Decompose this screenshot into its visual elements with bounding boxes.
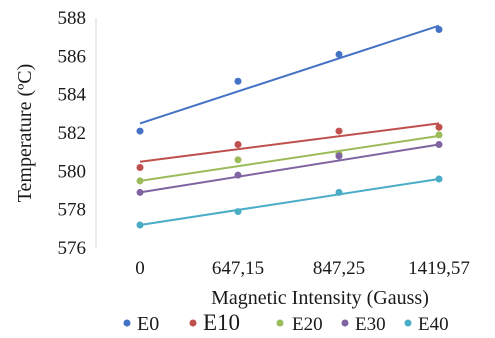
legend: E0 E10 E20 E30 E40	[123, 310, 449, 335]
point-e10	[435, 123, 443, 131]
legend-marker	[189, 319, 197, 327]
y-tick-label: 576	[58, 238, 87, 259]
point-e0	[136, 127, 144, 135]
x-tick-label: 1419,57	[408, 258, 470, 279]
point-e20	[435, 131, 443, 139]
point-e30	[335, 152, 343, 160]
trendline-e0	[139, 24, 440, 125]
y-tick-label: 584	[58, 85, 87, 106]
point-e30	[435, 141, 443, 148]
point-e0	[335, 50, 343, 58]
legend-label: E40	[418, 314, 449, 335]
legend-item-e40: E40	[404, 314, 449, 335]
legend-item-e20: E20	[276, 314, 323, 335]
y-tick-label: 588	[58, 8, 87, 29]
y-tick-label: 586	[58, 46, 87, 67]
point-e10	[335, 127, 343, 135]
legend-item-e30: E30	[341, 314, 386, 335]
legend-marker	[276, 319, 284, 327]
point-e30	[234, 171, 242, 179]
legend-label: E30	[355, 314, 386, 335]
x-tick-labels: 0 647,15 847,25 1419,57	[135, 258, 470, 279]
trendline-e20	[139, 134, 440, 182]
y-axis-title: Temperature (ºC)	[14, 64, 36, 203]
point-e40	[335, 188, 343, 196]
legend-marker	[341, 319, 349, 327]
x-tick-label: 847,25	[313, 258, 365, 279]
point-e10	[136, 164, 144, 171]
x-tick-label: 0	[135, 258, 145, 279]
legend-label: E0	[137, 313, 159, 335]
point-e40	[234, 208, 242, 216]
point-e20	[234, 156, 242, 164]
y-tick-label: 582	[58, 123, 87, 144]
y-tick-label: 578	[58, 200, 87, 221]
point-e0	[234, 77, 242, 85]
point-e0	[435, 26, 443, 33]
point-e30	[136, 188, 144, 196]
trendline-e40	[139, 178, 440, 226]
x-tick-label: 647,15	[212, 258, 264, 279]
legend-item-e0: E0	[123, 313, 159, 335]
point-e20	[136, 177, 144, 185]
point-e40	[136, 221, 144, 229]
trendline-e30	[139, 143, 440, 194]
legend-label: E10	[203, 310, 240, 335]
legend-label: E20	[292, 314, 323, 335]
trendline-e10	[139, 122, 440, 163]
trendlines	[139, 24, 440, 226]
legend-marker	[404, 319, 412, 327]
y-tick-labels: 576 578 580 582 584 586 588	[58, 8, 87, 259]
point-e40	[435, 175, 443, 183]
point-e10	[234, 141, 242, 148]
y-tick-label: 580	[58, 161, 87, 182]
data-points	[136, 26, 443, 229]
legend-item-e10: E10	[189, 310, 240, 335]
legend-marker	[123, 319, 131, 327]
x-axis-title: Magnetic Intensity (Gauss)	[211, 287, 429, 309]
